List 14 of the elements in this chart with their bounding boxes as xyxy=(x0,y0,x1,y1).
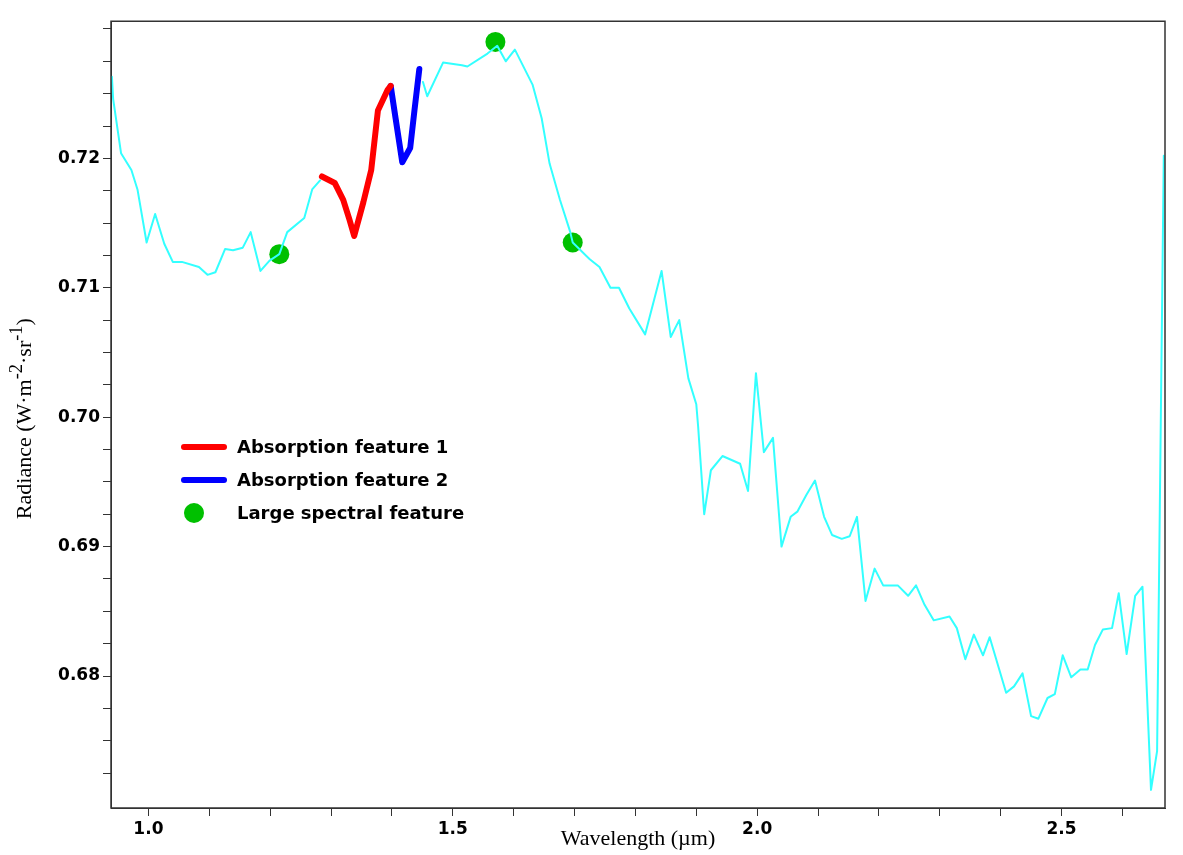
legend-label: Large spectral feature xyxy=(237,502,465,524)
y-tick-label: 0.71 xyxy=(58,276,100,297)
x-axis-title: Wavelength (µm) xyxy=(560,825,716,850)
point xyxy=(485,31,506,52)
y-tick-label: 0.69 xyxy=(58,535,100,556)
y-tick-label: 0.70 xyxy=(58,405,101,426)
legend-label: Absorption feature 1 xyxy=(237,436,449,458)
x-tick-label: 2.5 xyxy=(1046,817,1077,838)
x-tick-label: 2.0 xyxy=(742,817,773,838)
x-tick-label: 1.0 xyxy=(133,817,164,838)
legend-label: Absorption feature 2 xyxy=(237,469,449,491)
y-tick-label: 0.68 xyxy=(58,664,100,685)
y-tick-label: 0.72 xyxy=(58,146,100,167)
x-tick-label: 1.5 xyxy=(437,817,468,838)
